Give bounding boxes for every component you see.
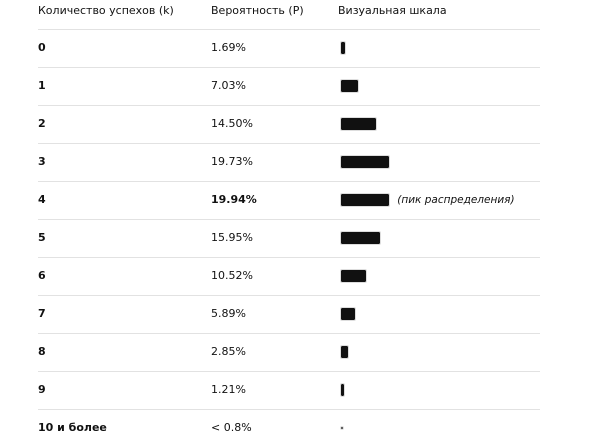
header-cell: Количество успехов (k)	[38, 4, 174, 17]
probability-cell: 19.73%	[211, 155, 253, 168]
row-divider	[38, 67, 540, 68]
k-cell: 5	[38, 231, 46, 244]
probability-cell: 5.89%	[211, 307, 246, 320]
k-cell: 0	[38, 41, 46, 54]
k-cell: 6	[38, 269, 46, 282]
bar	[340, 345, 349, 359]
row-divider	[38, 29, 540, 30]
row-divider	[38, 219, 540, 220]
k-cell: 1	[38, 79, 46, 92]
row-divider	[38, 333, 540, 334]
probability-cell: 1.21%	[211, 383, 246, 396]
k-cell: 10 и более	[38, 421, 107, 434]
row-divider	[38, 371, 540, 372]
header-cell: Визуальная шкала	[338, 4, 447, 17]
k-cell: 8	[38, 345, 46, 358]
row-divider	[38, 143, 540, 144]
bar	[339, 193, 391, 207]
row-divider	[38, 295, 540, 296]
bar	[339, 41, 347, 55]
row-divider	[38, 257, 540, 258]
header-cell: Вероятность (P)	[211, 4, 304, 17]
probability-cell: 10.52%	[211, 269, 253, 282]
probability-cell: 19.94%	[211, 193, 257, 206]
bar	[340, 155, 390, 169]
k-cell: 9	[38, 383, 46, 396]
bar	[340, 231, 381, 245]
bar	[340, 383, 345, 397]
probability-cell: 14.50%	[211, 117, 253, 130]
probability-cell: < 0.8%	[211, 421, 252, 434]
probability-cell: 2.85%	[211, 345, 246, 358]
row-divider	[38, 105, 540, 106]
probability-cell: 15.95%	[211, 231, 253, 244]
k-cell: 2	[38, 117, 46, 130]
bar	[339, 117, 378, 131]
bar	[339, 307, 357, 321]
k-cell: 7	[38, 307, 46, 320]
k-cell: 4	[38, 193, 46, 206]
probability-cell: 7.03%	[211, 79, 246, 92]
bar	[339, 269, 368, 283]
probability-cell: 1.69%	[211, 41, 246, 54]
bar	[340, 79, 359, 93]
row-divider	[38, 181, 540, 182]
k-cell: 3	[38, 155, 46, 168]
bar	[340, 426, 344, 430]
annotation: (пик распределения)	[397, 194, 515, 206]
row-divider	[38, 409, 540, 410]
